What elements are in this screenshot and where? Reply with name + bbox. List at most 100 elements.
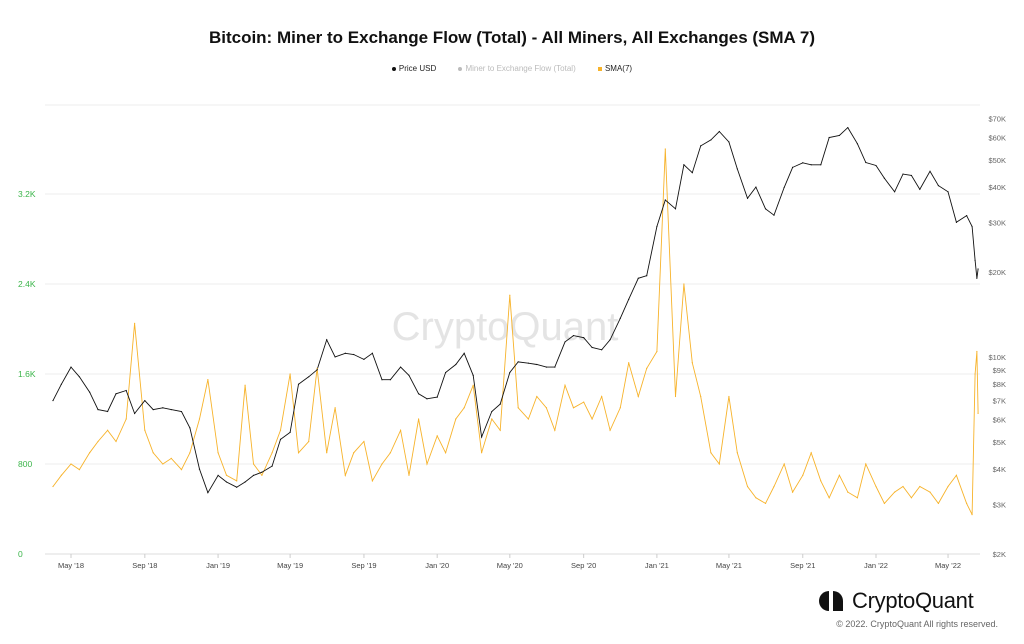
legend-item-flow[interactable]: Miner to Exchange Flow (Total) [458,64,576,73]
x-tick-label: May '19 [277,561,303,570]
watermark: CryptoQuant [392,305,619,349]
price-point [746,197,749,199]
price-point [974,259,976,261]
sma7-point [536,395,538,398]
legend-dot-icon [458,66,463,71]
price-point [170,409,172,411]
price-point [564,341,566,343]
x-tick-label: Jan '20 [425,561,449,570]
sma7-point [710,452,712,454]
sma7-point [802,474,804,476]
price-point [609,339,611,341]
sma7-point [828,497,830,499]
sma7-point [554,429,556,431]
sma7-point [463,407,465,409]
sma7-point [976,350,978,353]
price-point [180,410,183,413]
sma7-point [883,502,886,504]
price-point [217,474,219,476]
price-point [289,431,291,433]
price-point [308,376,310,378]
price-point [883,177,886,179]
price-point [509,371,511,374]
price-point [583,337,585,339]
price-point [619,317,621,319]
sma7-point [326,452,328,454]
price-point [955,221,958,223]
x-tick-label: Sep '21 [790,561,815,570]
price-point [363,358,365,360]
price-point [491,410,493,413]
sma7-point [189,452,191,454]
x-tick-label: Sep '20 [571,561,596,570]
x-tick-label: Jan '19 [206,561,230,570]
sma7-point [517,407,519,409]
sma7-point [389,452,391,454]
sma7-point [426,463,428,465]
sma7-point [601,395,603,398]
price-point [865,161,867,164]
sma7-point [646,367,648,369]
price-point [381,379,383,381]
sma7-point [252,463,255,465]
chart-title: Bitcoin: Miner to Exchange Flow (Total) … [208,28,816,47]
sma7-point [875,485,877,488]
sma7-point [929,491,931,493]
price-point [791,166,794,168]
price-point [334,356,336,358]
x-tick-label: Jan '21 [645,561,669,570]
price-point [115,393,117,395]
price-point [271,465,273,467]
logo-icon [819,591,843,611]
sma7-point [847,491,849,493]
sma7-point [491,418,493,420]
legend-dot-icon [597,66,602,71]
sma7-point [527,418,530,420]
sma7-point [572,407,575,409]
sma7-point [591,418,593,420]
price-point [89,391,91,393]
sma7-point [499,429,501,431]
sma7-point [664,148,666,150]
cryptoquant-logo: CryptoQuant [818,588,974,614]
sma7-point [773,485,775,488]
y-right-tick-label: $2K [993,550,1006,559]
sma7-point [728,395,730,398]
price-point [601,349,603,351]
sma7-point [308,440,310,443]
sma7-point [683,283,685,285]
price-point [389,379,391,381]
sma7-point [334,407,336,409]
sma7-point [236,480,238,482]
y-left-tick-label: 2.4K [18,279,36,289]
price-point [875,164,877,167]
y-right-tick-label: $60K [988,133,1006,142]
price-point [481,436,483,438]
sma7-point [583,401,585,403]
legend-item-price[interactable]: Price USD [391,64,436,73]
legend-dot-icon [391,66,396,71]
price-point [426,398,428,400]
price-point [971,225,973,228]
sma7-point [271,452,273,454]
price-point [966,214,968,217]
price-point [189,427,191,429]
x-tick-label: May '22 [935,561,961,570]
price-point [545,366,548,368]
sma7-point [609,429,611,431]
y-left-tick-label: 0 [18,549,23,559]
legend-item-sma[interactable]: SMA(7) [597,64,632,73]
y-right-tick-label: $40K [988,183,1006,192]
x-tick-label: May '21 [716,561,742,570]
sma7-point [791,491,794,493]
price-point [656,225,658,228]
sma7-point [97,440,99,443]
price-point [728,141,730,143]
sma7-point [481,452,483,454]
price-point [162,407,164,409]
price-point [691,172,693,174]
x-tick-label: Jan '22 [864,561,888,570]
sma7-point [78,469,81,471]
sma7-point [107,429,109,431]
